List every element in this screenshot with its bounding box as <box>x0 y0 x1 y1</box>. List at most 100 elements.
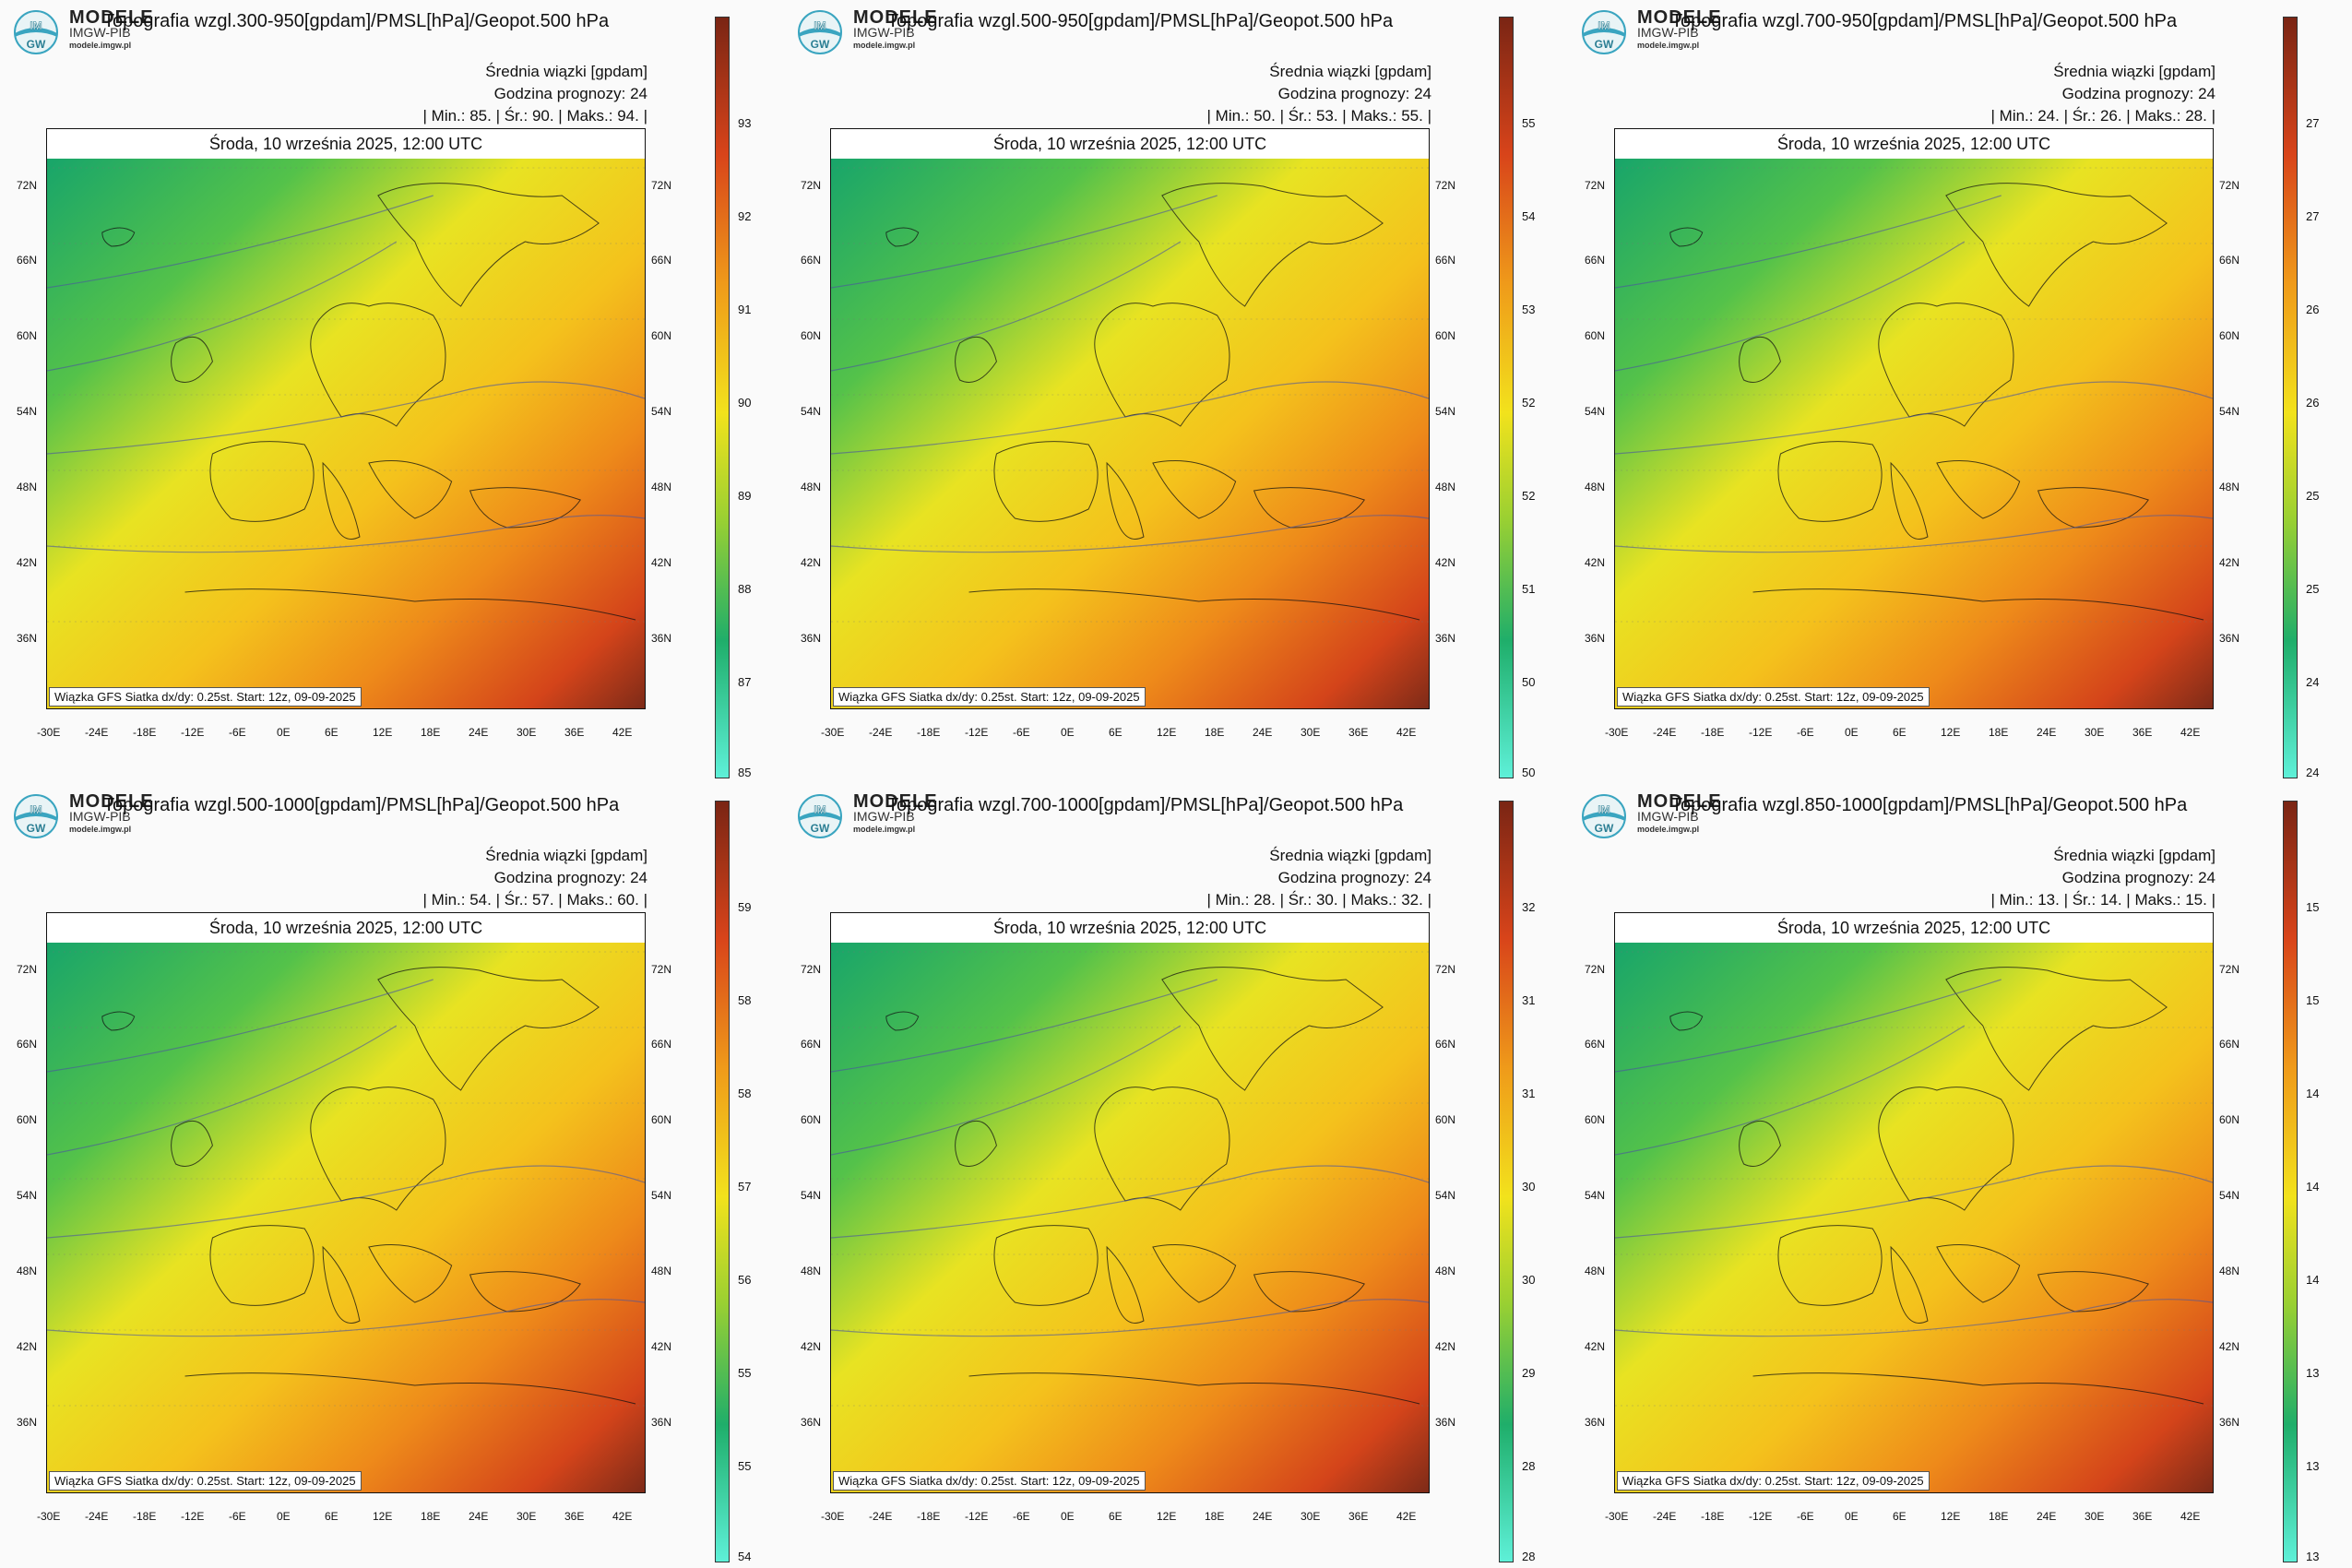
colorbar-label: 30 <box>1522 1273 1536 1287</box>
lat-tick-right: 72N <box>651 963 672 976</box>
lat-tick-left: 42N <box>17 556 38 569</box>
map-field <box>831 943 1429 1492</box>
lon-tick: 6E <box>325 1510 339 1523</box>
forecast-panel: IM GW MODELE IMGW-PIB modele.imgw.pl Top… <box>1568 784 2352 1568</box>
imgw-logo: IM GW <box>14 794 58 838</box>
lat-tick-left: 60N <box>801 329 822 342</box>
lon-tick: -24E <box>1653 1510 1677 1523</box>
lat-tick-right: 42N <box>651 556 672 569</box>
brand-url: modele.imgw.pl <box>1637 41 1700 50</box>
lat-tick-left: 42N <box>1585 556 1606 569</box>
svg-text:GW: GW <box>27 822 46 835</box>
forecast-hour: Godzina prognozy: 24 <box>2061 85 2215 102</box>
lat-tick-left: 66N <box>801 1038 822 1051</box>
colorbar-label: 13 <box>2306 1459 2320 1473</box>
lat-tick-left: 54N <box>1585 405 1606 418</box>
model-info-footer: Wiązka GFS Siatka dx/dy: 0.25st. Start: … <box>833 687 1146 707</box>
colorbar-label: 14 <box>2306 1180 2320 1194</box>
lat-tick-left: 66N <box>1585 254 1606 267</box>
stats-line: | Min.: 24. | Śr.: 26. | Maks.: 28. | <box>1990 107 2215 125</box>
map-field <box>47 159 645 708</box>
colorbar-label: 55 <box>1522 116 1536 130</box>
colorbar-label: 14 <box>2306 1087 2320 1100</box>
lon-tick: 30E <box>517 1510 537 1523</box>
brand-sub: IMGW-PIB <box>1637 25 1699 40</box>
lat-tick-right: 54N <box>1435 1189 1456 1202</box>
lat-tick-left: 72N <box>1585 963 1606 976</box>
panel-subtitle: Średnia wiązki [gpdam] <box>485 63 647 80</box>
svg-text:IM: IM <box>30 803 42 816</box>
lon-tick: -18E <box>917 1510 941 1523</box>
lat-tick-right: 54N <box>1435 405 1456 418</box>
date-bar: Środa, 10 września 2025, 12:00 UTC <box>47 129 645 160</box>
lat-tick-right: 66N <box>651 1038 672 1051</box>
lat-tick-left: 72N <box>801 963 822 976</box>
colorbar-label: 15 <box>2306 900 2320 914</box>
lat-tick-left: 72N <box>17 963 38 976</box>
lon-tick: 30E <box>2085 726 2105 739</box>
lat-tick-right: 72N <box>651 179 672 192</box>
lon-tick: 0E <box>1061 726 1075 739</box>
lat-tick-left: 36N <box>801 632 822 645</box>
forecast-panel: IM GW MODELE IMGW-PIB modele.imgw.pl Top… <box>0 0 784 784</box>
colorbar-label: 92 <box>738 209 752 223</box>
colorbar-label: 24 <box>2306 766 2320 779</box>
lon-tick: 6E <box>325 726 339 739</box>
lat-tick-left: 54N <box>17 1189 38 1202</box>
lat-tick-left: 66N <box>17 1038 38 1051</box>
svg-text:IM: IM <box>1598 19 1610 32</box>
model-info-footer: Wiązka GFS Siatka dx/dy: 0.25st. Start: … <box>1617 687 1930 707</box>
lon-tick: 30E <box>517 726 537 739</box>
map-frame: Środa, 10 września 2025, 12:00 UTC <box>46 912 646 1493</box>
lon-tick: -24E <box>85 1510 109 1523</box>
date-bar: Środa, 10 września 2025, 12:00 UTC <box>47 913 645 944</box>
forecast-panel: IM GW MODELE IMGW-PIB modele.imgw.pl Top… <box>784 0 1568 784</box>
lon-tick: -12E <box>181 1510 205 1523</box>
colorbar-label: 27 <box>2306 116 2320 130</box>
lon-tick: -30E <box>1605 1510 1629 1523</box>
lon-tick: 42E <box>612 726 633 739</box>
panel-subtitle: Średnia wiązki [gpdam] <box>2053 63 2215 80</box>
lon-tick: 6E <box>1893 1510 1907 1523</box>
imgw-logo: IM GW <box>798 10 842 54</box>
brand-sub: IMGW-PIB <box>69 809 131 824</box>
brand-name: MODELE <box>1637 7 1722 28</box>
lat-tick-left: 42N <box>801 556 822 569</box>
lon-tick: 24E <box>469 726 489 739</box>
lat-tick-left: 48N <box>801 481 822 493</box>
imgw-logo: IM GW <box>1582 794 1626 838</box>
lat-tick-left: 36N <box>17 1416 38 1429</box>
lat-tick-right: 36N <box>2219 1416 2240 1429</box>
lon-tick: -12E <box>965 1510 989 1523</box>
imgw-logo: IM GW <box>798 794 842 838</box>
brand-url: modele.imgw.pl <box>69 825 132 834</box>
lon-tick: -12E <box>1749 726 1773 739</box>
colorbar-label: 58 <box>738 993 752 1007</box>
colorbar-label: 88 <box>738 582 752 596</box>
brand-sub: IMGW-PIB <box>69 25 131 40</box>
lat-tick-left: 72N <box>1585 179 1606 192</box>
date-bar: Środa, 10 września 2025, 12:00 UTC <box>1615 129 2213 160</box>
date-bar: Środa, 10 września 2025, 12:00 UTC <box>1615 913 2213 944</box>
lat-tick-right: 60N <box>651 1113 672 1126</box>
lat-tick-left: 60N <box>17 1113 38 1126</box>
model-info-footer: Wiązka GFS Siatka dx/dy: 0.25st. Start: … <box>49 1471 362 1491</box>
imgw-logo: IM GW <box>14 10 58 54</box>
lat-tick-left: 36N <box>17 632 38 645</box>
lon-tick: 12E <box>1941 726 1961 739</box>
colorbar-label: 25 <box>2306 489 2320 503</box>
lon-tick: 0E <box>277 726 291 739</box>
colorbar-label: 54 <box>1522 209 1536 223</box>
colorbar-label: 14 <box>2306 1273 2320 1287</box>
lat-tick-left: 48N <box>1585 481 1606 493</box>
colorbar-label: 57 <box>738 1180 752 1194</box>
lon-tick: 30E <box>1301 1510 1321 1523</box>
lon-tick: -30E <box>37 1510 61 1523</box>
lat-tick-left: 48N <box>1585 1265 1606 1277</box>
lon-tick: 42E <box>2180 726 2201 739</box>
lat-tick-right: 48N <box>651 481 672 493</box>
lon-tick: -24E <box>1653 726 1677 739</box>
lat-tick-right: 54N <box>2219 1189 2240 1202</box>
brand-name: MODELE <box>69 7 154 28</box>
colorbar-label: 58 <box>738 1087 752 1100</box>
